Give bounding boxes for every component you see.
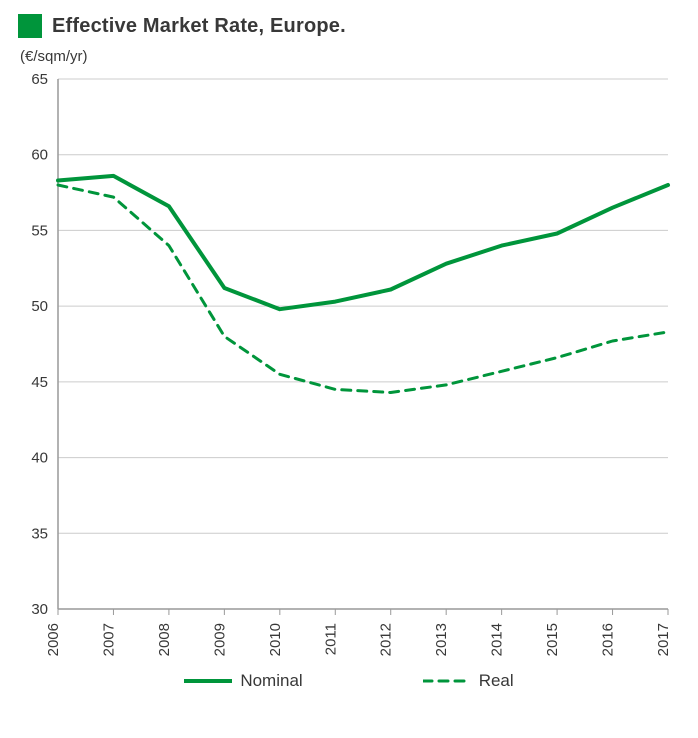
svg-text:2009: 2009 — [211, 623, 228, 656]
svg-text:65: 65 — [31, 71, 48, 88]
chart-container: Effective Market Rate, Europe. (€/sqm/yr… — [0, 0, 698, 738]
legend-item-nominal: Nominal — [184, 671, 302, 691]
legend-label-nominal: Nominal — [240, 671, 302, 691]
svg-text:2015: 2015 — [544, 623, 561, 656]
legend-label-real: Real — [479, 671, 514, 691]
svg-text:2007: 2007 — [100, 623, 117, 656]
svg-text:2014: 2014 — [489, 623, 506, 656]
chart-title: Effective Market Rate, Europe. — [52, 15, 346, 38]
legend-line-real — [423, 674, 471, 688]
svg-text:45: 45 — [31, 374, 48, 391]
chart-legend: Nominal Real — [18, 671, 680, 691]
svg-text:2012: 2012 — [378, 623, 395, 656]
svg-text:2017: 2017 — [655, 623, 672, 656]
chart-plot: 30 35 40 45 50 55 60 65 2006 2007 2008 2009 2010 2011… — [18, 69, 678, 669]
svg-text:30: 30 — [31, 601, 48, 618]
svg-text:40: 40 — [31, 450, 48, 467]
svg-text:2008: 2008 — [156, 623, 173, 656]
svg-text:50: 50 — [31, 298, 48, 315]
legend-item-real: Real — [423, 671, 514, 691]
legend-line-nominal — [184, 674, 232, 688]
svg-text:2011: 2011 — [322, 623, 339, 655]
svg-text:2016: 2016 — [600, 623, 617, 656]
svg-text:2010: 2010 — [267, 623, 284, 656]
title-row: Effective Market Rate, Europe. — [18, 14, 680, 38]
svg-text:2006: 2006 — [45, 623, 62, 656]
title-swatch — [18, 14, 42, 38]
svg-text:55: 55 — [31, 222, 48, 239]
svg-text:60: 60 — [31, 147, 48, 164]
svg-text:2013: 2013 — [433, 623, 450, 656]
svg-text:35: 35 — [31, 525, 48, 542]
chart-units: (€/sqm/yr) — [20, 48, 680, 65]
